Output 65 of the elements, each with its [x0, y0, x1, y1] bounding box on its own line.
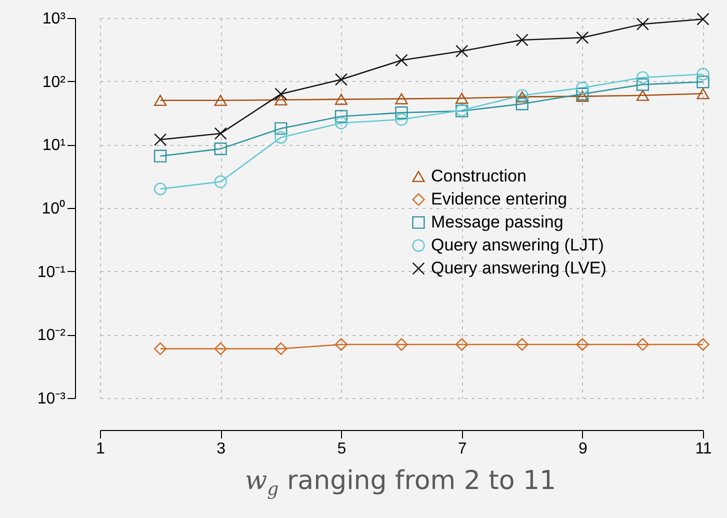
legend-label: Query answering (LVE) — [431, 258, 606, 278]
point — [696, 88, 710, 100]
point — [636, 78, 649, 91]
y-tick-label: 10⁻² — [37, 327, 66, 344]
point — [456, 338, 468, 351]
point — [395, 93, 408, 104]
point — [274, 342, 288, 356]
y-tick-label: 10³ — [42, 10, 66, 28]
x-tick-label: 5 — [337, 440, 346, 458]
point — [214, 127, 227, 140]
point — [334, 94, 348, 105]
point — [274, 131, 288, 144]
point — [154, 133, 167, 146]
point — [154, 150, 167, 162]
legend-label: Query answering (LJT) — [431, 236, 604, 254]
point — [395, 106, 408, 119]
point — [395, 54, 408, 67]
point — [274, 88, 288, 100]
legend-label: Construction — [431, 166, 526, 186]
legend-label: Message passing — [431, 212, 564, 232]
point — [696, 76, 710, 88]
point — [395, 338, 408, 351]
legend-label: Evidence entering — [431, 190, 568, 208]
point — [154, 182, 167, 196]
x-tick-label: 1 — [96, 440, 106, 458]
point — [214, 94, 227, 106]
point — [516, 34, 528, 46]
point — [395, 113, 408, 126]
point — [214, 142, 227, 156]
y-tick-label: 10² — [42, 74, 66, 91]
x-tick-label: 11 — [695, 440, 712, 458]
y-tick-label: 10⁻¹ — [37, 264, 66, 281]
point — [636, 71, 649, 84]
point — [696, 12, 710, 26]
point — [456, 44, 468, 58]
point — [576, 338, 589, 351]
point — [334, 110, 348, 123]
point — [636, 18, 649, 30]
point — [636, 338, 649, 351]
y-tick-label: 10⁻³ — [37, 390, 66, 408]
point — [214, 175, 227, 188]
point — [274, 94, 288, 106]
point — [516, 98, 528, 110]
point — [696, 68, 710, 80]
point — [274, 122, 288, 135]
x-tick-label: 9 — [578, 440, 588, 458]
point — [214, 342, 227, 356]
point — [334, 73, 348, 86]
point — [636, 90, 649, 101]
y-tick-label: 10¹ — [42, 137, 66, 154]
point — [334, 338, 348, 351]
point — [696, 338, 710, 351]
point — [576, 90, 589, 102]
point — [516, 338, 528, 351]
y-tick-label: 10⁰ — [42, 200, 66, 218]
x-tick-label: 3 — [216, 440, 226, 458]
point — [576, 82, 589, 94]
point — [576, 31, 589, 44]
x-tick-label: 7 — [458, 440, 467, 458]
point — [334, 116, 348, 130]
point — [456, 92, 468, 104]
point — [576, 88, 589, 100]
point — [154, 342, 167, 356]
point — [154, 94, 167, 106]
x-axis-title: w$_{g}$ ranging from 2 to 11 — [244, 466, 558, 500]
